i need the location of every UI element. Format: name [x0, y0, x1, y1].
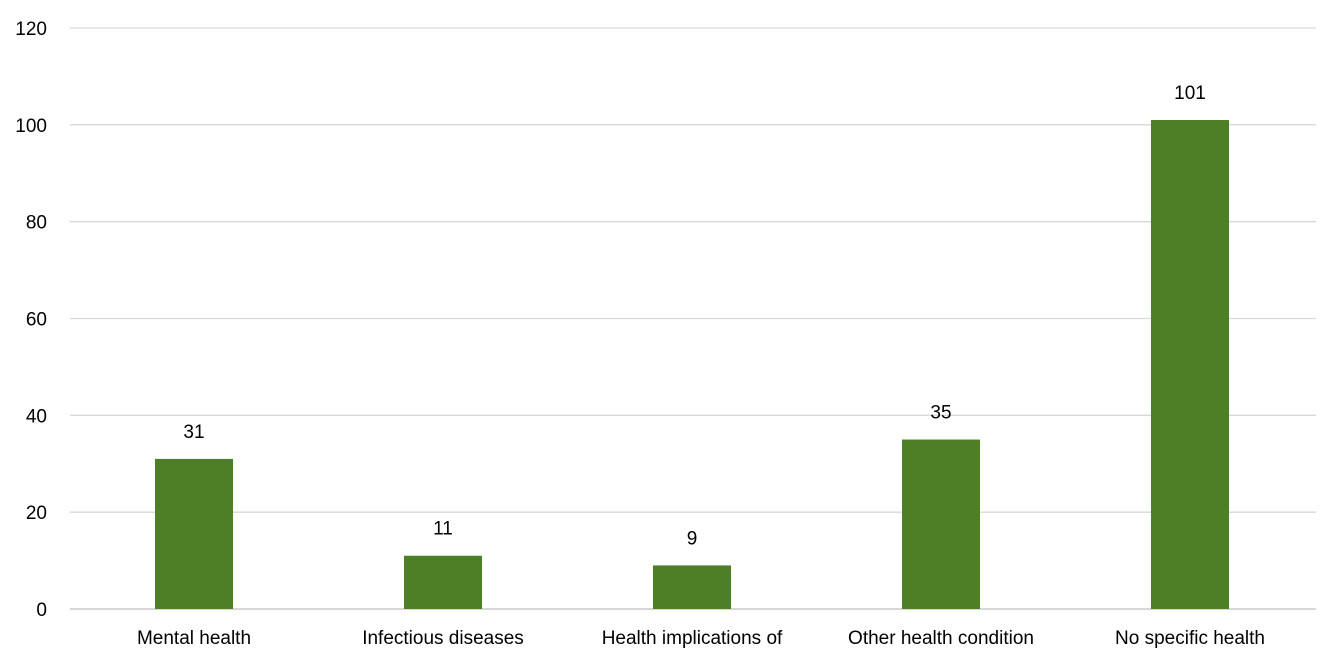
y-tick-label: 60 — [26, 310, 47, 331]
data-label: 31 — [183, 422, 204, 443]
data-label: 9 — [687, 528, 698, 549]
x-tick-label: No specific health — [1115, 628, 1265, 648]
data-label: 35 — [930, 403, 951, 424]
bar — [653, 565, 731, 609]
bar — [404, 555, 482, 609]
grid-layer — [70, 27, 1316, 610]
bar — [902, 439, 980, 609]
x-tick-label: Mental health — [137, 628, 251, 648]
y-tick-label: 100 — [15, 116, 47, 137]
bar — [1151, 119, 1229, 609]
bars — [155, 119, 1229, 609]
data-labels: 31 11 9 35 101 — [183, 83, 1205, 549]
bar — [155, 458, 233, 609]
x-tick-label: Other health condition — [848, 628, 1034, 648]
data-label: 11 — [433, 519, 453, 540]
y-tick-label: 20 — [26, 503, 47, 524]
y-tick-label: 40 — [26, 406, 47, 427]
y-tick-label: 80 — [26, 213, 47, 234]
x-tick-label: Infectious diseases — [362, 628, 524, 648]
y-tick-label: 0 — [36, 600, 47, 621]
y-tick-label: 120 — [15, 19, 47, 40]
y-axis: 0 20 40 60 80 100 120 — [15, 19, 47, 621]
x-axis: Mental health Infectious diseases Health i… — [137, 628, 1265, 648]
x-tick-label: Health implications of — [602, 628, 783, 648]
data-label: 101 — [1174, 83, 1206, 104]
